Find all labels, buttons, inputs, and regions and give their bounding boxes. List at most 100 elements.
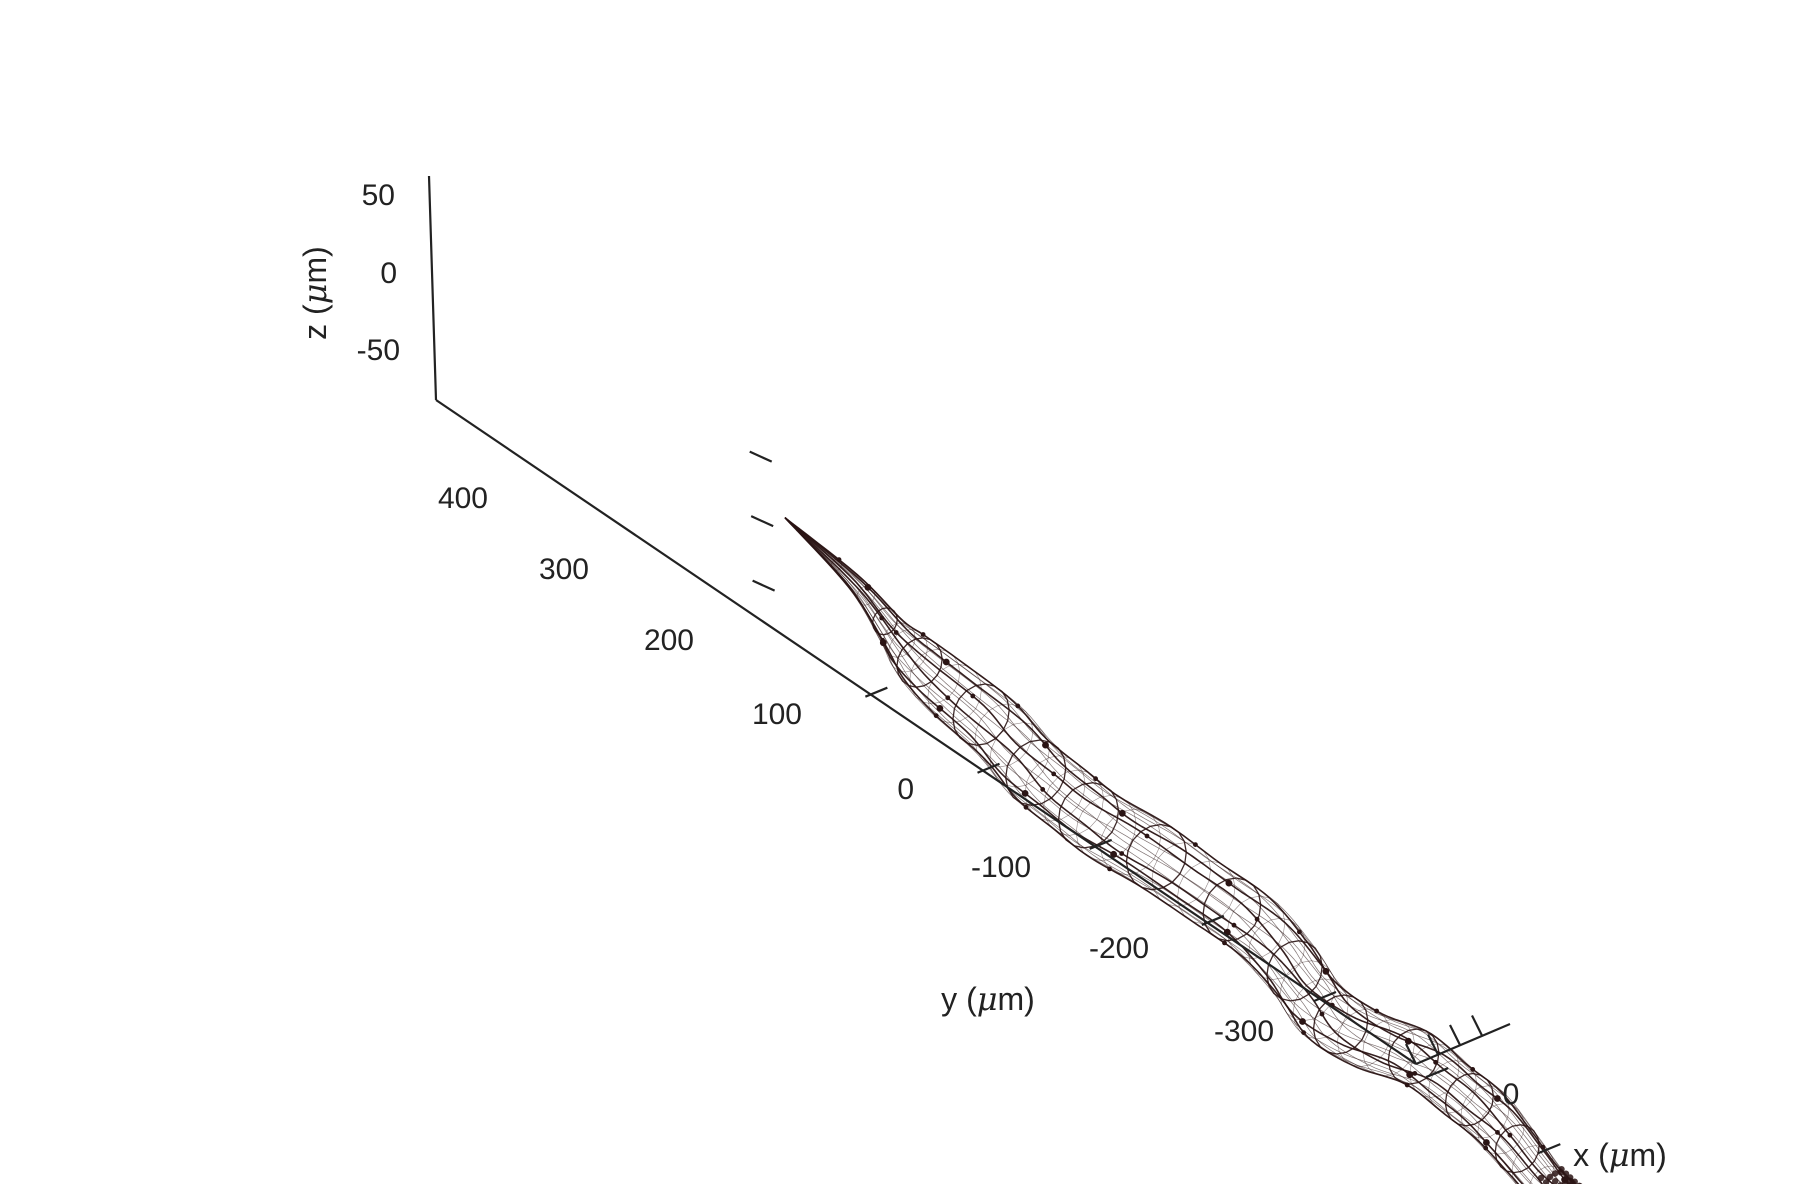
nucleus-dot [879,615,885,621]
y-tick-label: 100 [752,698,802,731]
mesh-ring [1409,1043,1460,1098]
nucleus-dot [1023,804,1029,810]
mesh-longitudinal-line [784,517,1575,1184]
mu-symbol: μ [1609,1136,1630,1174]
nucleus-dot [1110,850,1117,858]
nucleus-dot [1494,1095,1501,1102]
y-axis-line [435,399,1417,1065]
nucleus-dot [1193,842,1198,847]
z-tick [749,450,773,463]
nucleus-dot [879,639,887,647]
head-cluster-dot [1562,1170,1570,1177]
y-axis-label: y (μm) [941,980,1035,1018]
mesh-longitudinal-line [784,517,1562,1184]
mesh-ring [1075,795,1137,862]
mesh-ring [1266,940,1323,1002]
head-cluster-dot [1567,1177,1574,1184]
head-cluster-dot [1542,1179,1550,1184]
nucleus-dot [893,630,899,635]
head-cluster-dot [1562,1178,1569,1184]
nucleus-dot [1231,922,1237,928]
mesh-longitudinal-line [784,517,1517,1184]
y-tick [1089,838,1113,850]
nucleus-dot [1495,1130,1500,1135]
y-tick [977,762,1000,774]
mu-symbol: μ [296,283,334,304]
nucleus-dot [1107,866,1112,872]
mu-symbol: μ [977,980,998,1018]
nucleus-dot [1319,1011,1325,1017]
mesh-longitudinal-line [784,517,1564,1184]
head-cluster-dot [1558,1166,1565,1173]
mesh-ring [1177,860,1236,924]
y-tick-label: -300 [1214,1015,1274,1048]
mesh-longitudinal-line [784,517,1544,1184]
x-axis-line [1415,1022,1511,1066]
nucleus-dot [1404,1082,1410,1088]
y-tick-label: 0 [897,773,914,806]
nucleus-dot [1540,1144,1546,1150]
x-tick [1427,1034,1439,1055]
nucleus-dot [1301,1030,1306,1035]
z-axis-label: z (μm) [296,246,334,340]
nucleus-dot [1040,787,1046,792]
mesh-longitudinal-line [784,517,1543,1184]
mesh-longitudinal-line [784,517,1518,1184]
nucleus-dot [1021,790,1029,797]
x-axis-label: x (μm) [1573,1136,1667,1174]
nucleus-dot [1225,879,1233,887]
mesh-ring [1362,1019,1415,1077]
nucleus-dot [1222,940,1227,946]
y-tick-label: -200 [1089,932,1149,965]
mesh-longitudinal-line [784,517,1577,1184]
tick-marks [749,450,1561,1155]
nucleus-dot [942,658,950,666]
z-tick [752,579,776,592]
y-tick [1313,990,1337,1003]
mesh-ring [1387,1028,1440,1085]
nucleus-dot [1470,1067,1476,1072]
mesh-ring [871,607,898,636]
mesh-ring [1057,782,1120,849]
z-axis-line [427,175,438,401]
nucleus-dot [836,557,842,562]
nucleus-dot [1406,1071,1414,1079]
mesh-ring [1248,917,1306,980]
mesh-ring [952,683,1010,746]
nucleus-dot [1042,741,1049,749]
mesh-ring [1529,1165,1569,1184]
z-tick-label: -50 [357,334,400,367]
head-cluster-dot [1546,1173,1554,1181]
x-tick [1405,1043,1417,1065]
z-tick [750,515,774,528]
nucleus-dot [1254,916,1260,922]
y-tick-label: 200 [644,624,694,657]
mesh-ring [896,637,943,688]
nucleus-dot [1299,1018,1306,1025]
mesh-longitudinal-line [784,517,1555,1184]
nucleus-dot [936,705,944,712]
x-tick-label: 0 [1503,1078,1520,1111]
mesh-ring [1428,1060,1477,1114]
nucleus-dot [1051,771,1057,777]
nucleus-dot [1119,851,1125,856]
nucleus-dot [864,583,872,591]
mesh-ring [1460,1085,1510,1139]
nucleus-dot [1507,1132,1513,1138]
mesh-ring [795,527,800,532]
head-cluster-dot [1552,1170,1559,1177]
mesh-ring [856,585,876,606]
z-tick-label: 0 [380,257,397,290]
mesh-longitudinal-line [784,517,1577,1184]
mesh-longitudinal-line [784,517,1570,1184]
mesh-longitudinal-line [784,517,1524,1184]
nucleus-dot [1015,703,1021,709]
nucleus-dot [1297,929,1302,935]
y-tick-label: 300 [539,553,589,586]
mesh-ring [831,558,842,571]
nucleus-dot [1144,833,1150,839]
y-tick [1201,914,1225,926]
mesh-ring [1444,1072,1495,1127]
mesh-ring [974,703,1034,768]
mesh-ring [1005,739,1067,806]
